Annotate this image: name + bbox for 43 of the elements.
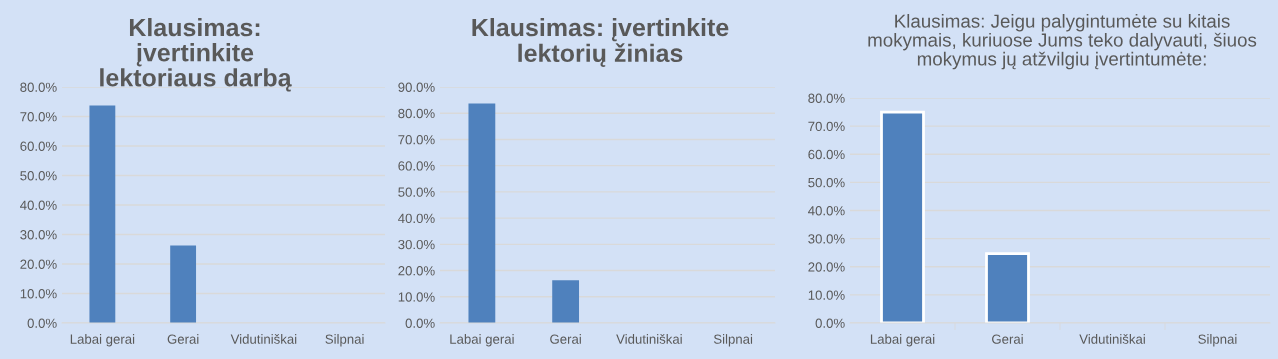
x-tick-label: Labai gerai (870, 334, 935, 347)
y-tick-label: 0.0% (815, 318, 845, 328)
y-tick-label: 80.0% (808, 93, 845, 103)
y-tick-label: 70.0% (808, 121, 845, 132)
x-tick-label: Silpnai (1198, 334, 1237, 347)
y-tick-label: 10.0% (808, 290, 845, 300)
x-tick-label: Vidutiniškai (230, 334, 297, 344)
y-tick-label: 80.0% (398, 108, 435, 119)
x-tick-label: Vidutiniškai (1079, 334, 1145, 344)
y-tick-label: 20.0% (20, 259, 57, 269)
y-tick-label: 30.0% (808, 234, 845, 244)
y-tick-label: 80.0% (20, 82, 57, 92)
y-tick-label: 0.0% (27, 318, 57, 328)
y-tick-label: 40.0% (808, 206, 845, 216)
y-tick-label: 60.0% (808, 149, 845, 160)
chart-title: Klausimas: Jeigu palygintumėte su kitais mokymais, kuriuose Jums teko dalyvauti, šiuos mokymus jų atžvilgiu įvertintumėte: (868, 14, 1257, 70)
chart-title: Klausimas: įvertinkite lektorių žinias (472, 18, 729, 68)
y-tick-label: 20.0% (808, 262, 845, 272)
y-tick-label: 50.0% (398, 187, 435, 197)
y-tick-label: 20.0% (398, 266, 435, 276)
x-tick-label: Silpnai (325, 334, 364, 347)
x-tick-label: Gerai (550, 334, 581, 344)
x-tick-label: Labai gerai (70, 334, 135, 347)
y-tick-label: 10.0% (20, 289, 57, 299)
x-tick-label: Gerai (167, 334, 199, 344)
y-tick-label: 50.0% (20, 171, 57, 181)
x-tick-label: Gerai (992, 334, 1023, 344)
y-tick-label: 70.0% (398, 135, 435, 145)
y-tick-label: 50.0% (808, 177, 845, 188)
x-tick-label: Silpnai (713, 334, 753, 347)
y-tick-label: 30.0% (20, 230, 57, 240)
x-tick-label: Labai gerai (450, 334, 514, 347)
y-tick-label: 60.0% (398, 161, 435, 171)
y-tick-label: 0.0% (405, 318, 435, 328)
y-tick-label: 40.0% (398, 213, 435, 224)
y-tick-label: 30.0% (398, 239, 435, 250)
y-tick-label: 70.0% (20, 112, 57, 122)
chart-title: Klausimas: įvertinkite lektoriaus darbą (100, 18, 292, 92)
y-tick-label: 60.0% (20, 141, 57, 151)
y-tick-label: 90.0% (398, 82, 435, 92)
y-tick-label: 40.0% (20, 200, 57, 210)
y-tick-label: 10.0% (398, 292, 435, 302)
x-tick-label: Vidutiniškai (616, 334, 682, 344)
